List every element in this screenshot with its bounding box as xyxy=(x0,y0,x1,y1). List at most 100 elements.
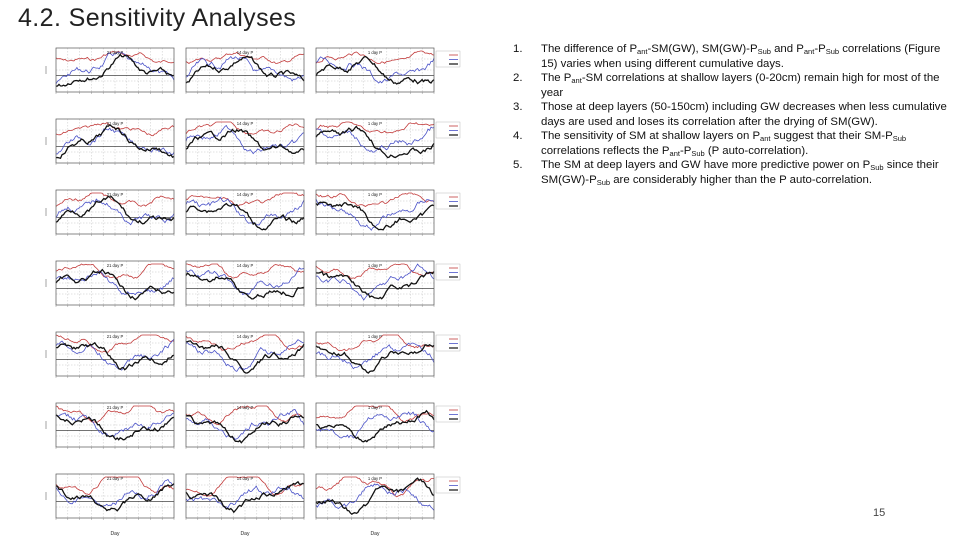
p-ant-p-sub-line xyxy=(315,192,435,207)
p-ant-sm-line xyxy=(55,414,175,441)
page-number: 15 xyxy=(873,507,886,519)
p-ant-p-sub-line xyxy=(185,192,305,207)
slide-title: 4.2. Sensitivity Analyses xyxy=(18,4,297,32)
sm-p-sub-line xyxy=(315,342,435,370)
panel-title: 1 day P xyxy=(368,405,382,410)
subscript: Sub xyxy=(757,47,771,56)
figure-15-correlation-panels: 21 day P 14 day P 1 day P 21 day P 14 day P 1… xyxy=(38,40,465,538)
p-ant-p-sub-line xyxy=(315,405,435,423)
sm-p-sub-line xyxy=(315,411,435,439)
panel-title: 21 day P xyxy=(107,263,124,268)
panel-title: 14 day P xyxy=(237,263,254,268)
legend-box xyxy=(435,263,461,281)
p-ant-p-sub-line xyxy=(315,263,435,279)
panel-title: 21 day P xyxy=(107,50,124,55)
p-ant-sm-line xyxy=(55,195,175,225)
panel-title: 1 day P xyxy=(368,476,382,481)
panel-title: 1 day P xyxy=(368,50,382,55)
finding-text: The P xyxy=(541,72,572,84)
finding-text: The SM at deep layers and GW have more p… xyxy=(541,159,871,171)
finding-text: and P xyxy=(770,43,804,55)
panel-title: 21 day P xyxy=(107,121,124,126)
p-ant-sm-line xyxy=(315,201,435,231)
sm-p-sub-line xyxy=(55,338,175,371)
sm-p-sub-line xyxy=(55,51,175,85)
p-ant-sm-line xyxy=(315,477,435,516)
subscript: Sub xyxy=(596,177,611,187)
panel-title: 1 day P xyxy=(368,121,382,126)
sm-p-sub-line xyxy=(185,124,305,155)
p-ant-sm-line xyxy=(55,53,175,87)
legend-box xyxy=(435,192,461,210)
p-ant-sm-line xyxy=(55,124,175,159)
p-ant-p-sub-line xyxy=(185,405,305,426)
sm-p-sub-line xyxy=(185,409,305,440)
subscript: Sub xyxy=(870,163,884,172)
p-ant-p-sub-line xyxy=(185,121,305,135)
subscript: ant xyxy=(637,47,648,56)
sm-p-sub-line xyxy=(315,56,435,84)
panel-title: 21 day P xyxy=(107,192,124,197)
finding-text: Those at deep layers (50-150cm) includin… xyxy=(541,101,947,128)
finding-number: 2. xyxy=(513,72,523,84)
p-ant-p-sub-line xyxy=(55,476,175,496)
finding-text: since their SM(GW)-P xyxy=(541,159,939,186)
finding-text: -SM correlations at shallow layers (0-20… xyxy=(541,72,940,99)
p-ant-sm-line xyxy=(185,480,305,514)
x-axis-label: Day xyxy=(111,531,120,537)
finding-text: correlations (Figure 15) varies when usi… xyxy=(541,43,941,70)
p-ant-sm-line xyxy=(315,344,435,374)
sm-p-sub-line xyxy=(55,270,175,296)
finding-text: -P xyxy=(814,43,826,55)
p-ant-p-sub-line xyxy=(55,405,175,424)
finding-number: 1. xyxy=(513,43,523,55)
p-ant-sm-line xyxy=(185,272,305,300)
panel-title: 21 day P xyxy=(107,334,124,339)
sm-p-sub-line xyxy=(315,483,435,511)
sm-p-sub-line xyxy=(315,126,435,153)
finding-text: (P auto-correlation). xyxy=(704,144,809,157)
p-ant-sm-line xyxy=(185,415,305,444)
subscript: Sub xyxy=(825,47,840,56)
finding-item: 4. The sensitivity of SM at shallow layer… xyxy=(505,129,957,158)
panel-title: 14 day P xyxy=(237,121,254,126)
p-ant-p-sub-line xyxy=(185,334,305,351)
panel-title: 1 day P xyxy=(368,334,382,339)
correlation-panel-grid: 21 day P 14 day P 1 day P 21 day P 14 day P 1… xyxy=(45,47,461,537)
p-ant-sm-line xyxy=(56,341,175,371)
legend-box xyxy=(435,121,461,139)
p-ant-sm-line xyxy=(185,340,305,374)
p-ant-sm-line xyxy=(316,409,435,443)
subscript: Sub xyxy=(691,148,705,158)
p-ant-sm-line xyxy=(315,125,435,159)
panel-title: 14 day P xyxy=(237,192,254,197)
subscript: ant xyxy=(760,134,771,143)
finding-number: 3. xyxy=(513,101,523,113)
subscript: ant xyxy=(669,148,680,158)
panel-title: 14 day P xyxy=(237,334,254,339)
panel-title: 14 day P xyxy=(237,476,254,481)
p-ant-sm-line xyxy=(55,268,175,301)
finding-text: correlations reflects the P xyxy=(541,144,670,157)
panel-title: 14 day P xyxy=(237,50,254,55)
p-ant-sm-line xyxy=(315,55,435,85)
panel-title: 1 day P xyxy=(368,192,382,197)
p-ant-p-sub-line xyxy=(55,334,175,353)
finding-text: are considerably higher than the P auto-… xyxy=(610,173,872,186)
p-ant-p-sub-line xyxy=(315,334,435,352)
p-ant-sm-line xyxy=(185,55,305,84)
finding-text: suggest that their SM-P xyxy=(770,130,893,142)
sm-p-sub-line xyxy=(55,127,175,156)
panel-title: 21 day P xyxy=(107,405,124,410)
p-ant-p-sub-line xyxy=(315,121,435,134)
sm-p-sub-line xyxy=(55,412,175,438)
finding-text: The sensitivity of SM at shallow layers … xyxy=(541,130,761,142)
sm-p-sub-line xyxy=(55,478,175,508)
panel-title: 14 day P xyxy=(237,405,254,410)
finding-number: 5. xyxy=(513,159,523,171)
p-ant-sm-line xyxy=(55,483,175,512)
p-ant-sm-line xyxy=(185,128,305,154)
p-ant-p-sub-line xyxy=(186,263,305,279)
p-ant-p-sub-line xyxy=(55,50,175,64)
panel-title: 21 day P xyxy=(107,476,124,481)
